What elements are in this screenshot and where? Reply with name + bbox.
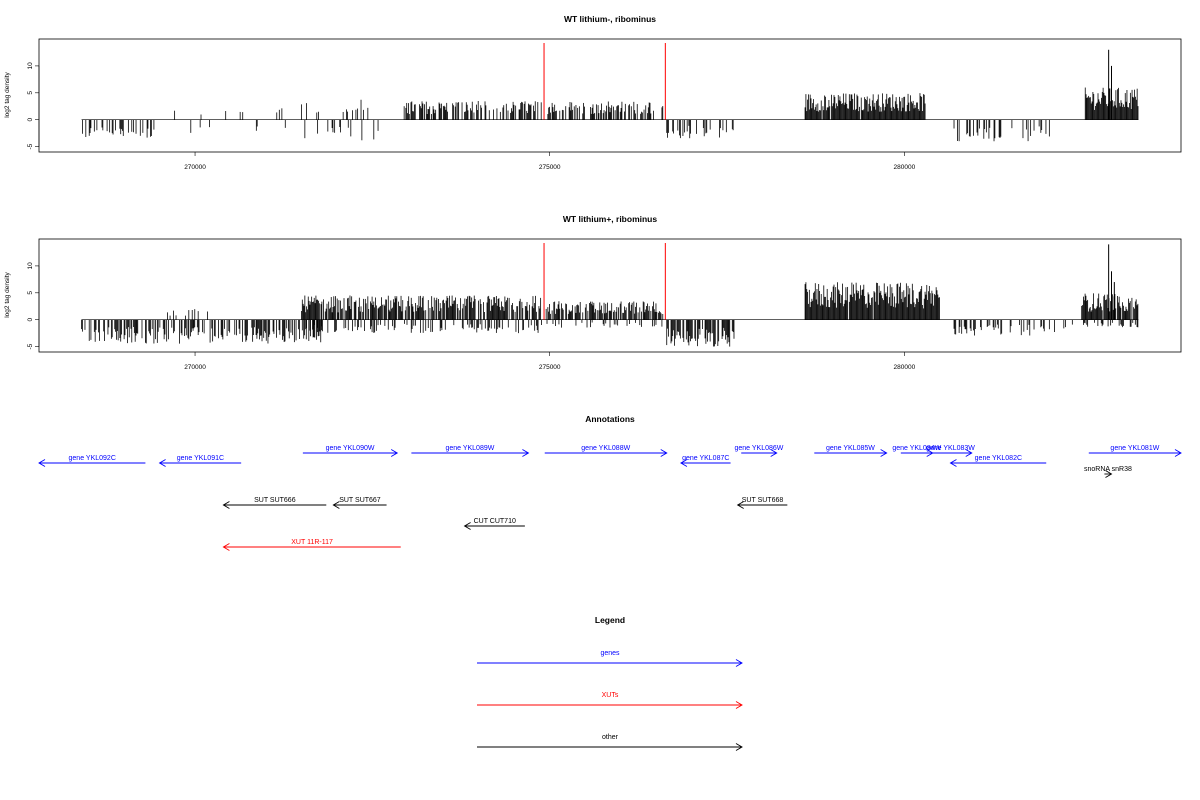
legend: Legend genes XUTs other [477,615,743,751]
feature-arrowhead [222,501,230,509]
feature-label: XUT 11R-117 [291,539,333,546]
feature-arrowhead [463,522,471,530]
feature-arrowhead [38,459,46,467]
annotation-feature: gene YKL090W [302,445,399,457]
legend-item: other [477,734,743,751]
feature-arrowhead [390,449,399,457]
annotation-feature: gene YKL085W [814,445,888,457]
legend-arrowhead [735,701,743,709]
annotations-title: Annotations [585,414,635,424]
legend-arrowhead [735,659,743,667]
annotation-feature: SUT SUT668 [736,497,788,509]
annotation-feature: SUT SUT667 [332,497,387,509]
feature-label: gene YKL081W [1110,445,1159,452]
feature-arrowhead [158,459,166,467]
feature-arrowhead [680,459,688,467]
feature-label: gene YKL084W [892,445,941,452]
annotation-feature: XUT 11R-117 [222,539,401,551]
legend-item: genes [477,650,743,667]
y-axis-label: log2 tag density [4,71,11,117]
feature-arrowhead [965,449,973,457]
x-tick-label: 270000 [184,364,206,371]
legend-arrowhead [735,743,743,751]
feature-label: SUT SUT668 [742,497,784,504]
feature-arrowhead [770,449,778,457]
feature-arrowhead [949,459,957,467]
annotation-feature: gene YKL091C [158,455,242,467]
annotation-feature: gene YKL088W [544,445,668,457]
legend-label: XUTs [602,692,619,699]
feature-label: gene YKL091C [177,455,224,462]
annotation-feature: gene YKL092C [38,455,146,467]
annotation-feature: gene YKL089W [411,445,530,457]
feature-label: gene YKL085W [826,445,875,452]
marker-lines [543,243,666,320]
y-tick-label: 10 [27,62,34,70]
feature-arrowhead [1174,449,1182,457]
y-tick-label: 10 [27,262,34,270]
y-tick-label: 5 [27,91,34,95]
feature-arrowhead [736,501,744,509]
feature-arrowhead [332,501,340,509]
feature-label: gene YKL088W [581,445,630,452]
y-axis-label: log2 tag density [4,271,11,317]
feature-label: gene YKL086W [734,445,783,452]
y-axis: -5 0 5 10 [27,62,40,150]
coverage-panel-lithium-plus: WT lithium+, ribominus 270000 275000 28000… [4,214,1182,371]
x-tick-label: 275000 [539,364,561,371]
coverage-bars [81,244,1139,347]
x-tick-label: 280000 [894,164,916,171]
x-axis: 270000 275000 280000 [184,152,916,171]
legend-item: XUTs [477,692,743,709]
feature-arrowhead [1105,470,1113,478]
annotation-feature: gene YKL081W [1088,445,1182,457]
feature-label: gene YKL087C [682,455,729,462]
y-axis: -5 0 5 10 [27,262,40,350]
feature-arrowhead [222,543,230,551]
annotation-feature: SUT SUT666 [222,497,327,509]
x-tick-label: 270000 [184,164,206,171]
y-tick-label: -5 [27,143,34,149]
x-axis: 270000 275000 280000 [184,352,916,371]
y-tick-label: 0 [27,318,34,322]
y-tick-label: -5 [27,343,34,349]
annotation-feature: gene YKL082C [949,455,1047,467]
feature-label: gene YKL082C [975,455,1022,462]
feature-label: SUT SUT667 [339,497,381,504]
legend-label: genes [600,650,620,657]
y-tick-label: 0 [27,118,34,122]
feature-arrowhead [880,449,888,457]
legend-label: other [602,734,619,741]
annotation-feature: gene YKL086W [734,445,784,457]
annotation-features: gene YKL092C gene YKL091C gene YKL090W gene… [38,445,1182,551]
feature-label: CUT CUT710 [474,518,516,525]
panel-title: WT lithium+, ribominus [563,214,657,224]
feature-label: gene YKL090W [326,445,375,452]
x-tick-label: 280000 [894,364,916,371]
annotation-feature: CUT CUT710 [463,518,525,530]
legend-items: genes XUTs other [477,650,743,751]
feature-label: gene YKL089W [445,445,494,452]
annotations-track: Annotations gene YKL092C gene YKL091Cgene… [38,414,1182,551]
marker-lines [543,43,666,120]
annotation-feature: snoRNA snR38 [1084,466,1132,478]
annotation-feature: gene YKL083W [926,445,975,457]
coverage-panel-lithium-minus: WT lithium-, ribominus 270000 275000 28000… [4,14,1182,171]
plot-frame [38,38,1182,153]
feature-label: snoRNA snR38 [1084,466,1132,473]
feature-arrowhead [660,449,668,457]
coverage-bars [81,49,1139,142]
annotation-feature: gene YKL087C [680,455,731,467]
feature-label: SUT SUT666 [254,497,296,504]
feature-label: gene YKL092C [69,455,116,462]
x-tick-label: 275000 [539,164,561,171]
legend-title: Legend [595,615,625,625]
feature-arrowhead [522,449,530,457]
y-tick-label: 5 [27,291,34,295]
panel-title: WT lithium-, ribominus [564,14,656,24]
feature-label: gene YKL083W [926,445,975,452]
